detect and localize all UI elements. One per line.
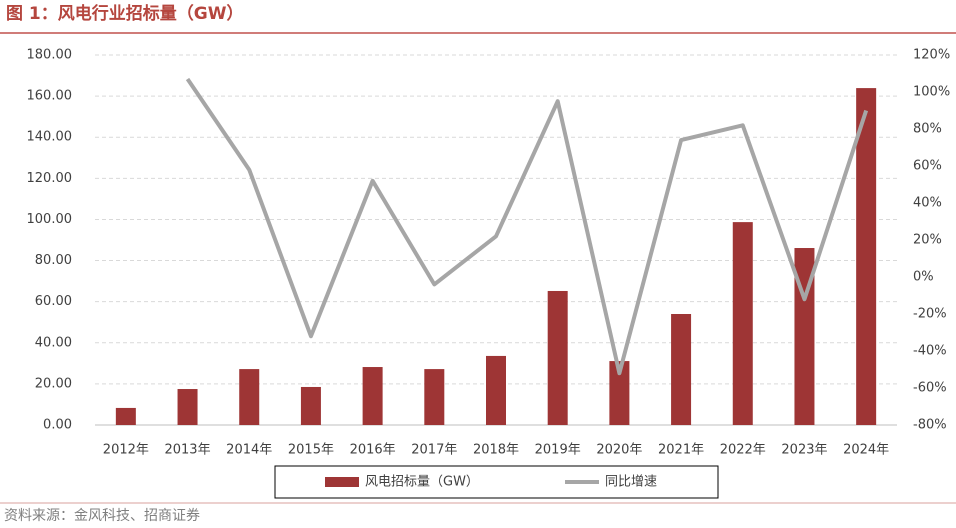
y2-tick-label: 40% bbox=[913, 196, 942, 211]
bar bbox=[609, 361, 630, 425]
y2-tick-label: 120% bbox=[913, 48, 950, 63]
y2-tick-label: -60% bbox=[913, 381, 947, 396]
x-tick-label: 2021年 bbox=[658, 443, 704, 458]
y-tick-label: 80.00 bbox=[35, 253, 72, 268]
y2-tick-label: -80% bbox=[913, 418, 947, 433]
y2-tick-label: -20% bbox=[913, 307, 947, 322]
source-note: 资料来源：金风科技、招商证券 bbox=[4, 508, 200, 524]
y2-tick-label: 0% bbox=[913, 270, 934, 285]
y-tick-label: 100.00 bbox=[27, 212, 73, 227]
legend-label: 同比增速 bbox=[605, 475, 657, 490]
legend-box bbox=[274, 465, 719, 499]
y-tick-label: 40.00 bbox=[35, 335, 72, 350]
y2-tick-label: 60% bbox=[913, 159, 942, 174]
y2-tick-label: 20% bbox=[913, 233, 942, 248]
bar bbox=[115, 407, 136, 425]
bar bbox=[362, 367, 383, 425]
bar bbox=[671, 314, 692, 425]
bar bbox=[486, 355, 506, 425]
x-tick-label: 2020年 bbox=[596, 443, 642, 458]
y-tick-label: 20.00 bbox=[35, 376, 72, 391]
y2-tick-label: -40% bbox=[913, 344, 947, 359]
x-tick-label: 2022年 bbox=[720, 443, 766, 458]
y-tick-label: 180.00 bbox=[27, 48, 73, 63]
x-tick-label: 2023年 bbox=[781, 443, 827, 458]
x-tick-label: 2024年 bbox=[843, 443, 889, 458]
bar bbox=[424, 369, 445, 425]
x-tick-label: 2015年 bbox=[288, 443, 334, 458]
bar bbox=[177, 389, 198, 425]
x-tick-label: 2016年 bbox=[350, 443, 396, 458]
bar bbox=[300, 386, 321, 425]
y-tick-label: 160.00 bbox=[27, 89, 73, 104]
bar bbox=[547, 290, 568, 425]
x-tick-label: 2019年 bbox=[535, 443, 581, 458]
x-tick-label: 2017年 bbox=[411, 443, 457, 458]
x-tick-label: 2012年 bbox=[103, 443, 149, 458]
legend-swatch bbox=[325, 477, 359, 487]
bar bbox=[794, 248, 815, 425]
chart-title: 图 1：风电行业招标量（GW） bbox=[6, 3, 243, 24]
bar bbox=[239, 369, 260, 425]
y-tick-label: 120.00 bbox=[27, 171, 73, 186]
bar bbox=[732, 222, 753, 425]
bar bbox=[856, 88, 877, 425]
y-tick-label: 0.00 bbox=[43, 418, 72, 433]
legend-label: 风电招标量（GW） bbox=[365, 475, 479, 490]
x-tick-label: 2018年 bbox=[473, 443, 519, 458]
y2-tick-label: 80% bbox=[913, 122, 942, 137]
x-tick-label: 2014年 bbox=[226, 443, 272, 458]
y-tick-label: 140.00 bbox=[27, 130, 73, 145]
y-tick-label: 60.00 bbox=[35, 294, 72, 309]
x-tick-label: 2013年 bbox=[164, 443, 210, 458]
line bbox=[185, 77, 869, 376]
y2-tick-label: 100% bbox=[913, 85, 950, 100]
